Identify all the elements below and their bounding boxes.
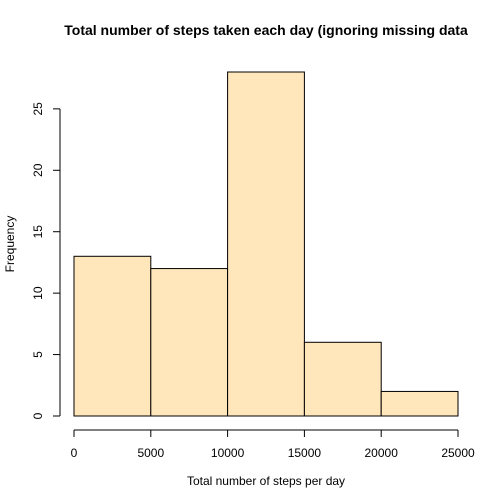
histogram-bar-3: [303, 341, 382, 417]
y-tick-label-3: 15: [31, 225, 45, 239]
x-tick-label-3: 15000: [288, 446, 322, 460]
y-tick-label-1: 5: [31, 351, 45, 358]
histogram-bars: [73, 71, 459, 417]
histogram-bar-1: [150, 268, 229, 417]
y-tick-label-2: 10: [31, 286, 45, 300]
x-tick-label-4: 20000: [365, 446, 399, 460]
histogram-bar-4: [380, 390, 459, 417]
y-axis-label: Frequency: [3, 216, 17, 273]
x-axis-label: Total number of steps per day: [187, 474, 345, 488]
chart-title: Total number of steps taken each day (ig…: [64, 22, 468, 38]
y-axis: 0 5 10 15 20 25: [31, 102, 61, 419]
y-tick-label-4: 20: [31, 163, 45, 177]
y-tick-label-0: 0: [31, 412, 45, 419]
histogram-bar-2: [227, 71, 305, 417]
x-tick-label-0: 0: [71, 446, 78, 460]
x-tick-label-2: 10000: [211, 446, 245, 460]
x-tick-label-5: 25000: [441, 446, 475, 460]
x-tick-label-1: 5000: [137, 446, 164, 460]
y-tick-label-5: 25: [31, 102, 45, 116]
x-axis: 0 5000 10000 15000 20000 25000: [71, 429, 475, 460]
histogram-bar-0: [73, 255, 152, 417]
